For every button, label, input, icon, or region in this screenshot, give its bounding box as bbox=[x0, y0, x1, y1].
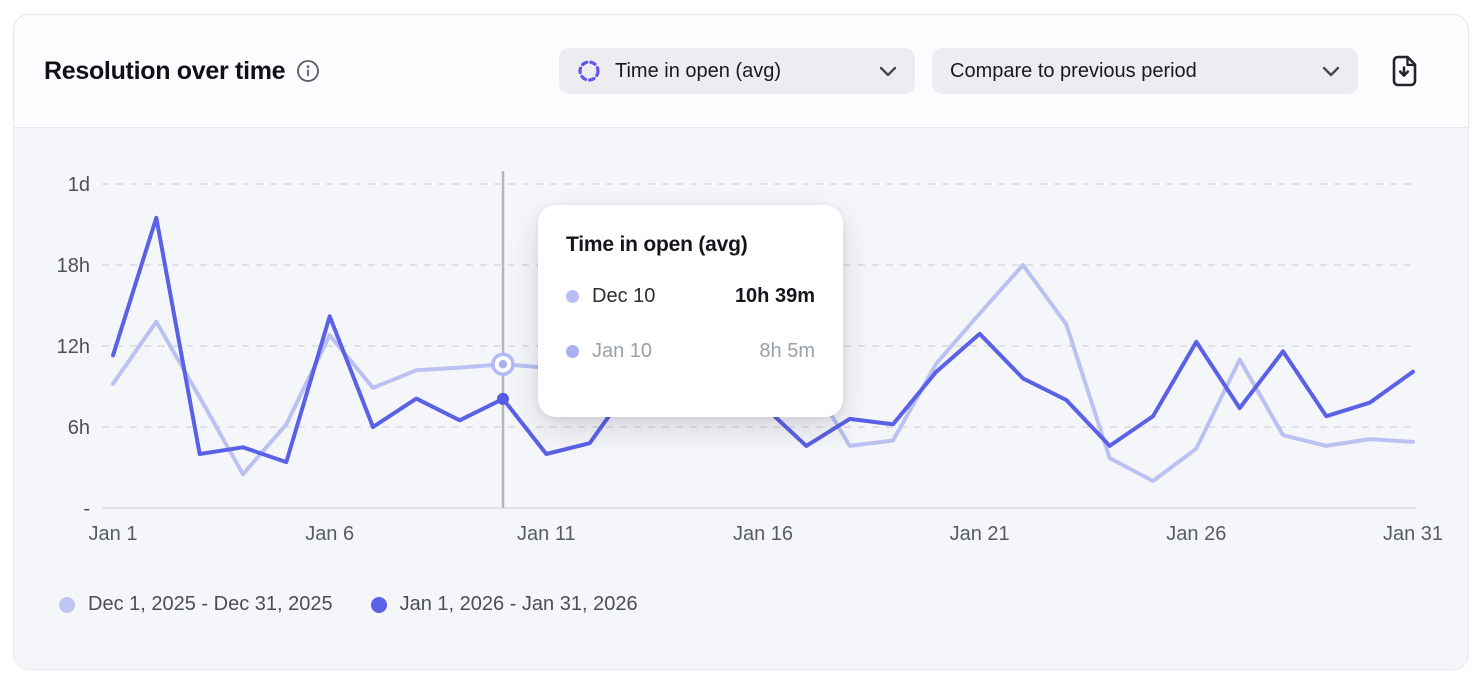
y-tick-label: 18h bbox=[57, 255, 90, 277]
title-wrap: Resolution over time bbox=[44, 57, 320, 86]
tooltip-row-current: Jan 10 8h 5m bbox=[566, 340, 815, 363]
chevron-down-icon bbox=[1322, 66, 1340, 77]
info-icon[interactable] bbox=[296, 59, 320, 83]
legend-dot-current bbox=[370, 596, 387, 613]
compare-select-value: Compare to previous period bbox=[950, 59, 1197, 82]
x-tick-label: Jan 31 bbox=[1383, 523, 1443, 545]
tooltip-value-current: 8h 5m bbox=[759, 340, 815, 362]
tooltip-label-previous: Dec 10 bbox=[592, 285, 656, 307]
metric-select[interactable]: Time in open (avg) bbox=[559, 48, 915, 94]
tooltip-value-previous: 10h 39m bbox=[734, 285, 815, 307]
chart-tooltip: Time in open (avg) Dec 10 10h 39m Jan 10… bbox=[538, 205, 843, 417]
y-tick-label: - bbox=[83, 498, 90, 520]
page-title: Resolution over time bbox=[44, 56, 286, 85]
chevron-down-icon bbox=[879, 66, 897, 77]
legend-item-current-period[interactable]: Jan 1, 2026 - Jan 31, 2026 bbox=[370, 593, 638, 616]
download-file-icon bbox=[1389, 54, 1419, 88]
hover-marker-ring-center bbox=[498, 360, 508, 369]
y-tick-label: 6h bbox=[68, 417, 90, 439]
download-button[interactable] bbox=[1388, 53, 1420, 89]
chart-legend: Dec 1, 2025 - Dec 31, 2025 Jan 1, 2026 -… bbox=[59, 593, 638, 616]
x-tick-label: Jan 21 bbox=[950, 523, 1010, 545]
y-tick-label: 1d bbox=[68, 174, 90, 196]
x-tick-label: Jan 11 bbox=[517, 523, 576, 545]
tooltip-label-current: Jan 10 bbox=[592, 340, 653, 362]
compare-select[interactable]: Compare to previous period bbox=[932, 48, 1358, 94]
legend-label-previous: Dec 1, 2025 - Dec 31, 2025 bbox=[88, 593, 333, 615]
legend-dot-previous bbox=[59, 596, 75, 613]
x-tick-label: Jan 16 bbox=[733, 523, 793, 545]
dashed-circle-icon bbox=[577, 59, 601, 83]
resolution-chart[interactable]: 1d 18h 12h 6h - Jan 1 Jan 6 Jan 11 Jan 16 Jan 21 J… bbox=[14, 128, 1468, 669]
tooltip-dot-current bbox=[566, 345, 579, 358]
resolution-over-time-card: Resolution over time Time in open (avg) bbox=[13, 14, 1469, 670]
card-header: Resolution over time Time in open (avg) bbox=[14, 15, 1468, 128]
y-tick-label: 12h bbox=[57, 336, 90, 358]
hover-marker-dot bbox=[496, 392, 509, 405]
tooltip-title: Time in open (avg) bbox=[566, 233, 748, 256]
x-tick-label: Jan 1 bbox=[89, 523, 138, 545]
legend-label-current: Jan 1, 2026 - Jan 31, 2026 bbox=[399, 593, 638, 615]
tooltip-dot-previous bbox=[566, 290, 579, 303]
x-tick-label: Jan 6 bbox=[305, 523, 354, 545]
legend-item-previous-period[interactable]: Dec 1, 2025 - Dec 31, 2025 bbox=[59, 593, 333, 616]
metric-select-value: Time in open (avg) bbox=[615, 59, 781, 82]
x-tick-label: Jan 26 bbox=[1166, 523, 1226, 545]
tooltip-row-previous: Dec 10 10h 39m bbox=[566, 285, 815, 308]
